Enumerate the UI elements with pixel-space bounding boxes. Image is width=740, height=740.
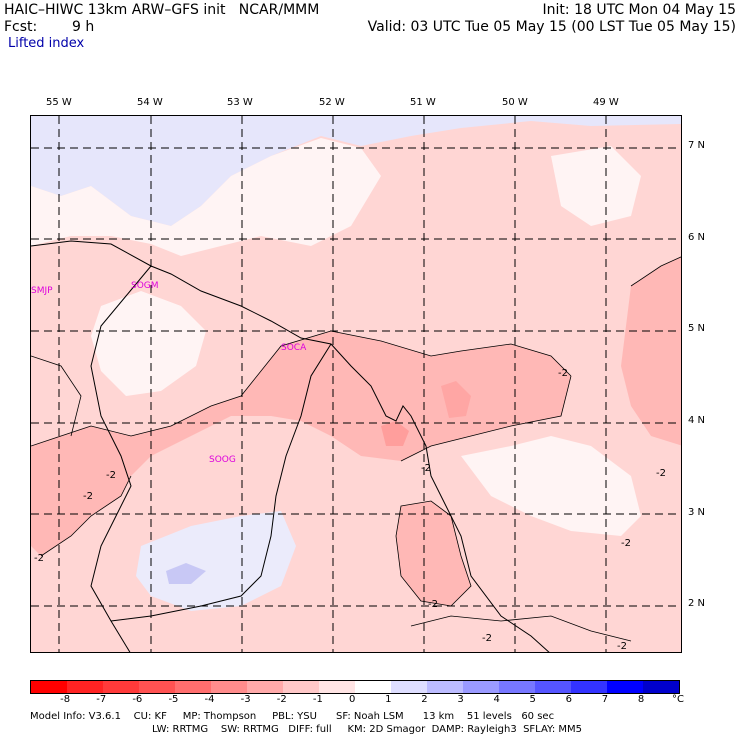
colorbar-tick-label: -1 — [312, 694, 323, 705]
colorbar-swatch — [571, 681, 607, 693]
colorbar-tick-label: -2 — [276, 694, 287, 705]
contour-line — [31, 330, 332, 447]
lon-label: 53 W — [227, 97, 253, 108]
colorbar-swatch — [355, 681, 391, 693]
model-info-line2: LW: RRTMG SW: RRTMG DIFF: full KM: 2D Sm… — [152, 724, 582, 735]
colorbar-tick-label: -8 — [60, 694, 71, 705]
colorbar-tick-label: -7 — [96, 694, 107, 705]
model-info-line1: Model Info: V3.6.1 CU: KF MP: Thompson P… — [30, 711, 555, 722]
pink-core-2 — [441, 381, 471, 418]
blue-region-south — [136, 511, 296, 611]
pink-core — [381, 421, 409, 446]
colorbar-tick-label: 3 — [457, 694, 464, 705]
station-label: SOOG — [209, 455, 236, 465]
colorbar-unit: °C — [672, 694, 684, 705]
blue-region-north — [31, 116, 681, 226]
white-region-east — [461, 436, 641, 536]
colorbar-swatch — [247, 681, 283, 693]
white-region-west — [91, 291, 206, 396]
contour-label: -2 — [421, 463, 431, 474]
border-line — [110, 343, 332, 622]
lon-label: 54 W — [137, 97, 163, 108]
lon-label: 51 W — [410, 97, 436, 108]
contour-label: -2 — [656, 468, 666, 479]
pink-region-east — [621, 256, 681, 446]
colorbar-swatch — [535, 681, 571, 693]
colorbar-tick-label: 0 — [349, 694, 356, 705]
contour-line — [40, 475, 132, 557]
colorbar-swatch — [103, 681, 139, 693]
colorbar-swatch — [463, 681, 499, 693]
colorbar-tick-label: 8 — [637, 694, 645, 705]
colorbar-swatch — [139, 681, 175, 693]
contour-label: -2 — [482, 633, 492, 644]
colorbar-swatch — [391, 681, 427, 693]
border-line — [90, 265, 152, 652]
colorbar-tick-label: 5 — [529, 694, 536, 705]
lat-lon-grid — [31, 116, 681, 652]
lat-label: 5 N — [688, 323, 706, 334]
station-label: SMJP — [31, 286, 53, 296]
map-canvas: -2 -2 -2 -2 -2 -2 -2 -2 -2 -2 SMJP SOGM … — [31, 116, 681, 652]
colorbar-swatch — [31, 681, 67, 693]
contour-line — [630, 256, 681, 287]
contour-label: -2 — [558, 368, 568, 379]
white-region-ne — [551, 146, 641, 226]
colorbar-swatch — [319, 681, 355, 693]
lon-label: 49 W — [593, 97, 619, 108]
blue-core — [166, 563, 206, 584]
colorbar-swatch — [499, 681, 535, 693]
lon-label: 52 W — [319, 97, 345, 108]
contour-label: -2 — [621, 538, 631, 549]
station-label: SOCA — [281, 343, 307, 353]
colorbar-tick-label: 2 — [421, 694, 428, 705]
field-name: Lifted index — [8, 36, 85, 51]
lat-label: 7 N — [688, 140, 706, 151]
contour-label: -2 — [428, 599, 438, 610]
colorbar-tick-label: -6 — [132, 694, 143, 705]
contour-line — [395, 500, 472, 607]
colorbar-swatch — [427, 681, 463, 693]
border-line — [31, 355, 82, 437]
colorbar-tick-label: 1 — [385, 694, 392, 705]
lifted-index-map: -2 -2 -2 -2 -2 -2 -2 -2 -2 -2 SMJP SOGM … — [30, 115, 682, 653]
station-label: SOGM — [131, 281, 159, 291]
colorbar-swatch — [607, 681, 643, 693]
lat-label: 4 N — [688, 415, 706, 426]
coastline — [31, 240, 550, 652]
colorbar — [30, 680, 680, 694]
forecast-label: Fcst: — [4, 19, 38, 35]
contour-line — [330, 330, 572, 377]
colorbar-tick-label: 7 — [601, 694, 609, 705]
init-time: Init: 18 UTC Mon 04 May 15 — [542, 2, 736, 18]
pink-region-south — [396, 501, 471, 606]
contour-label: -2 — [83, 491, 93, 502]
colorbar-swatch — [283, 681, 319, 693]
lon-label: 55 W — [46, 97, 72, 108]
lat-label: 6 N — [688, 232, 706, 243]
white-region-north — [31, 138, 381, 256]
colorbar-tick-label: 6 — [565, 694, 573, 705]
colorbar-swatch — [175, 681, 211, 693]
lon-label: 50 W — [502, 97, 528, 108]
colorbar-swatch — [643, 681, 679, 693]
contour-label: -2 — [617, 641, 627, 652]
lat-label: 3 N — [688, 507, 706, 518]
colorbar-swatch — [67, 681, 103, 693]
colorbar-tick-label: -3 — [240, 694, 251, 705]
colorbar-tick-label: -4 — [204, 694, 215, 705]
pink-region-central — [31, 331, 571, 556]
colorbar-tick-label: -5 — [168, 694, 179, 705]
contour-line — [410, 615, 632, 642]
title: HAIC–HIWC 13km ARW–GFS init NCAR/MMM — [4, 2, 320, 18]
colorbar-tick-label: 4 — [493, 694, 500, 705]
contour-label: -2 — [34, 553, 44, 564]
contour-label: -2 — [106, 470, 116, 481]
valid-time: Valid: 03 UTC Tue 05 May 15 (00 LST Tue … — [367, 19, 736, 35]
colorbar-swatch — [211, 681, 247, 693]
lat-label: 2 N — [688, 598, 706, 609]
forecast-hour: 9 h — [72, 19, 95, 35]
